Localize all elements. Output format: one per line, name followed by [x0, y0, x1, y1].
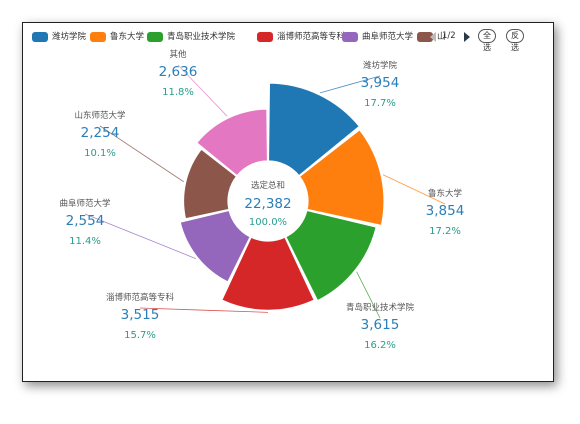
- slice-value-label: 2,636: [159, 64, 198, 80]
- slice-name-label: 潍坊学院: [363, 60, 398, 71]
- center-percent: 100.0%: [249, 217, 287, 228]
- slice-value-label: 3,954: [361, 75, 400, 91]
- rose-slice[interactable]: [267, 82, 361, 177]
- rose-slice[interactable]: [284, 209, 377, 302]
- slice-percent-label: 10.1%: [84, 148, 116, 159]
- slice-value-label: 3,515: [121, 307, 160, 323]
- rose-slice[interactable]: [298, 128, 385, 227]
- leader-line: [382, 174, 446, 205]
- slice-value-label: 3,615: [361, 317, 400, 333]
- slice-percent-label: 17.2%: [429, 226, 461, 237]
- slice-name-label: 淄博师范高等专科: [106, 292, 175, 303]
- legend-swatch: [417, 32, 433, 42]
- legend-swatch: [342, 32, 358, 42]
- slice-percent-label: 11.8%: [162, 87, 194, 98]
- legend-swatch: [147, 32, 163, 42]
- slice-name-label: 青岛职业技术学院: [346, 302, 415, 313]
- page-next-icon[interactable]: [464, 32, 470, 42]
- slice-percent-label: 11.4%: [69, 236, 101, 247]
- slice-name-label: 其他: [169, 49, 187, 60]
- rose-slice[interactable]: [195, 108, 269, 177]
- donut-hole: [229, 162, 307, 240]
- invert-selection-button[interactable]: 反选: [506, 29, 524, 52]
- legend-label: 鲁东大学: [110, 32, 145, 42]
- slice-value-label: 3,854: [426, 203, 465, 219]
- slice-percent-label: 16.2%: [364, 340, 396, 351]
- legend-label: 青岛职业技术学院: [167, 32, 236, 42]
- select-all-button[interactable]: 全选: [478, 29, 496, 52]
- rose-slice[interactable]: [179, 209, 252, 283]
- legend-label: 曲阜师范大学: [362, 32, 414, 42]
- leader-line: [356, 271, 381, 319]
- slice-name-label: 鲁东大学: [428, 188, 463, 199]
- legend-label: 潍坊学院: [52, 32, 87, 42]
- slice-percent-label: 17.7%: [364, 98, 396, 109]
- slice-name-label: 山东师范大学: [74, 110, 126, 121]
- page-indicator: 1/2: [442, 31, 456, 41]
- leader-line: [139, 307, 269, 313]
- legend-swatch: [90, 32, 106, 42]
- leader-line: [319, 75, 381, 94]
- leader-line: [177, 64, 228, 117]
- page-prev-icon[interactable]: [430, 32, 436, 42]
- slice-percent-label: 15.7%: [124, 330, 156, 341]
- slice-name-label: 曲阜师范大学: [59, 198, 111, 209]
- slice-value-label: 2,554: [66, 213, 105, 229]
- leader-line: [99, 125, 184, 183]
- leader-line: [84, 213, 196, 259]
- legend-label: 淄博师范高等专科: [277, 32, 346, 42]
- legend-swatch: [32, 32, 48, 42]
- rose-slice[interactable]: [182, 148, 238, 220]
- legend-swatch: [257, 32, 273, 42]
- legend-label: 山: [437, 32, 446, 42]
- center-label: 选定总和: [251, 180, 285, 191]
- center-total: 22,382: [244, 196, 291, 212]
- rose-slice[interactable]: [220, 236, 316, 311]
- slice-value-label: 2,254: [81, 125, 120, 141]
